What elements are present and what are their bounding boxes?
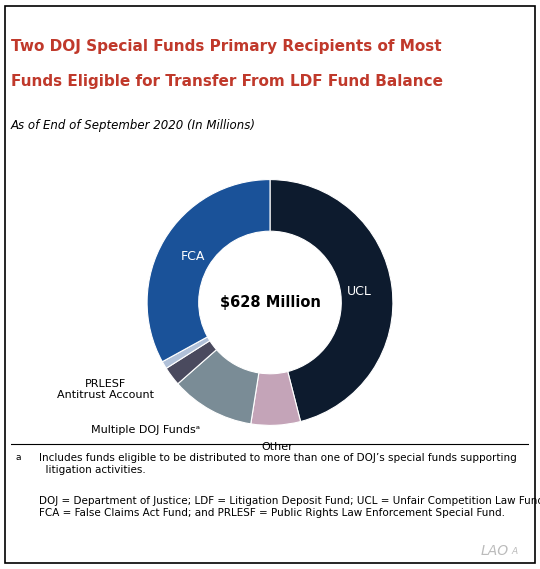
Text: FCA: FCA <box>180 250 205 263</box>
Text: UCL: UCL <box>347 284 372 298</box>
Text: Two DOJ Special Funds Primary Recipients of Most: Two DOJ Special Funds Primary Recipients… <box>11 39 441 54</box>
Text: DOJ = Department of Justice; LDF = Litigation Deposit Fund; UCL = Unfair Competi: DOJ = Department of Justice; LDF = Litig… <box>39 496 540 518</box>
Text: Multiple DOJ Fundsᵃ: Multiple DOJ Fundsᵃ <box>91 424 200 435</box>
Wedge shape <box>270 180 393 422</box>
Text: Figure 10: Figure 10 <box>22 18 85 31</box>
Text: As of End of September 2020 (In Millions): As of End of September 2020 (In Millions… <box>11 119 256 132</box>
Text: Other: Other <box>261 442 293 452</box>
Wedge shape <box>178 349 259 424</box>
Text: LAO: LAO <box>481 545 509 558</box>
Wedge shape <box>251 372 301 426</box>
Text: Funds Eligible for Transfer From LDF Fund Balance: Funds Eligible for Transfer From LDF Fun… <box>11 74 443 89</box>
Text: $628 Million: $628 Million <box>220 295 320 310</box>
Text: a: a <box>16 453 22 462</box>
Wedge shape <box>163 337 210 368</box>
Text: A: A <box>511 547 517 556</box>
Text: PRLESF
Antitrust Account: PRLESF Antitrust Account <box>57 379 154 401</box>
Wedge shape <box>147 180 270 362</box>
Text: Includes funds eligible to be distributed to more than one of DOJ’s special fund: Includes funds eligible to be distribute… <box>39 453 517 475</box>
Wedge shape <box>166 341 217 384</box>
